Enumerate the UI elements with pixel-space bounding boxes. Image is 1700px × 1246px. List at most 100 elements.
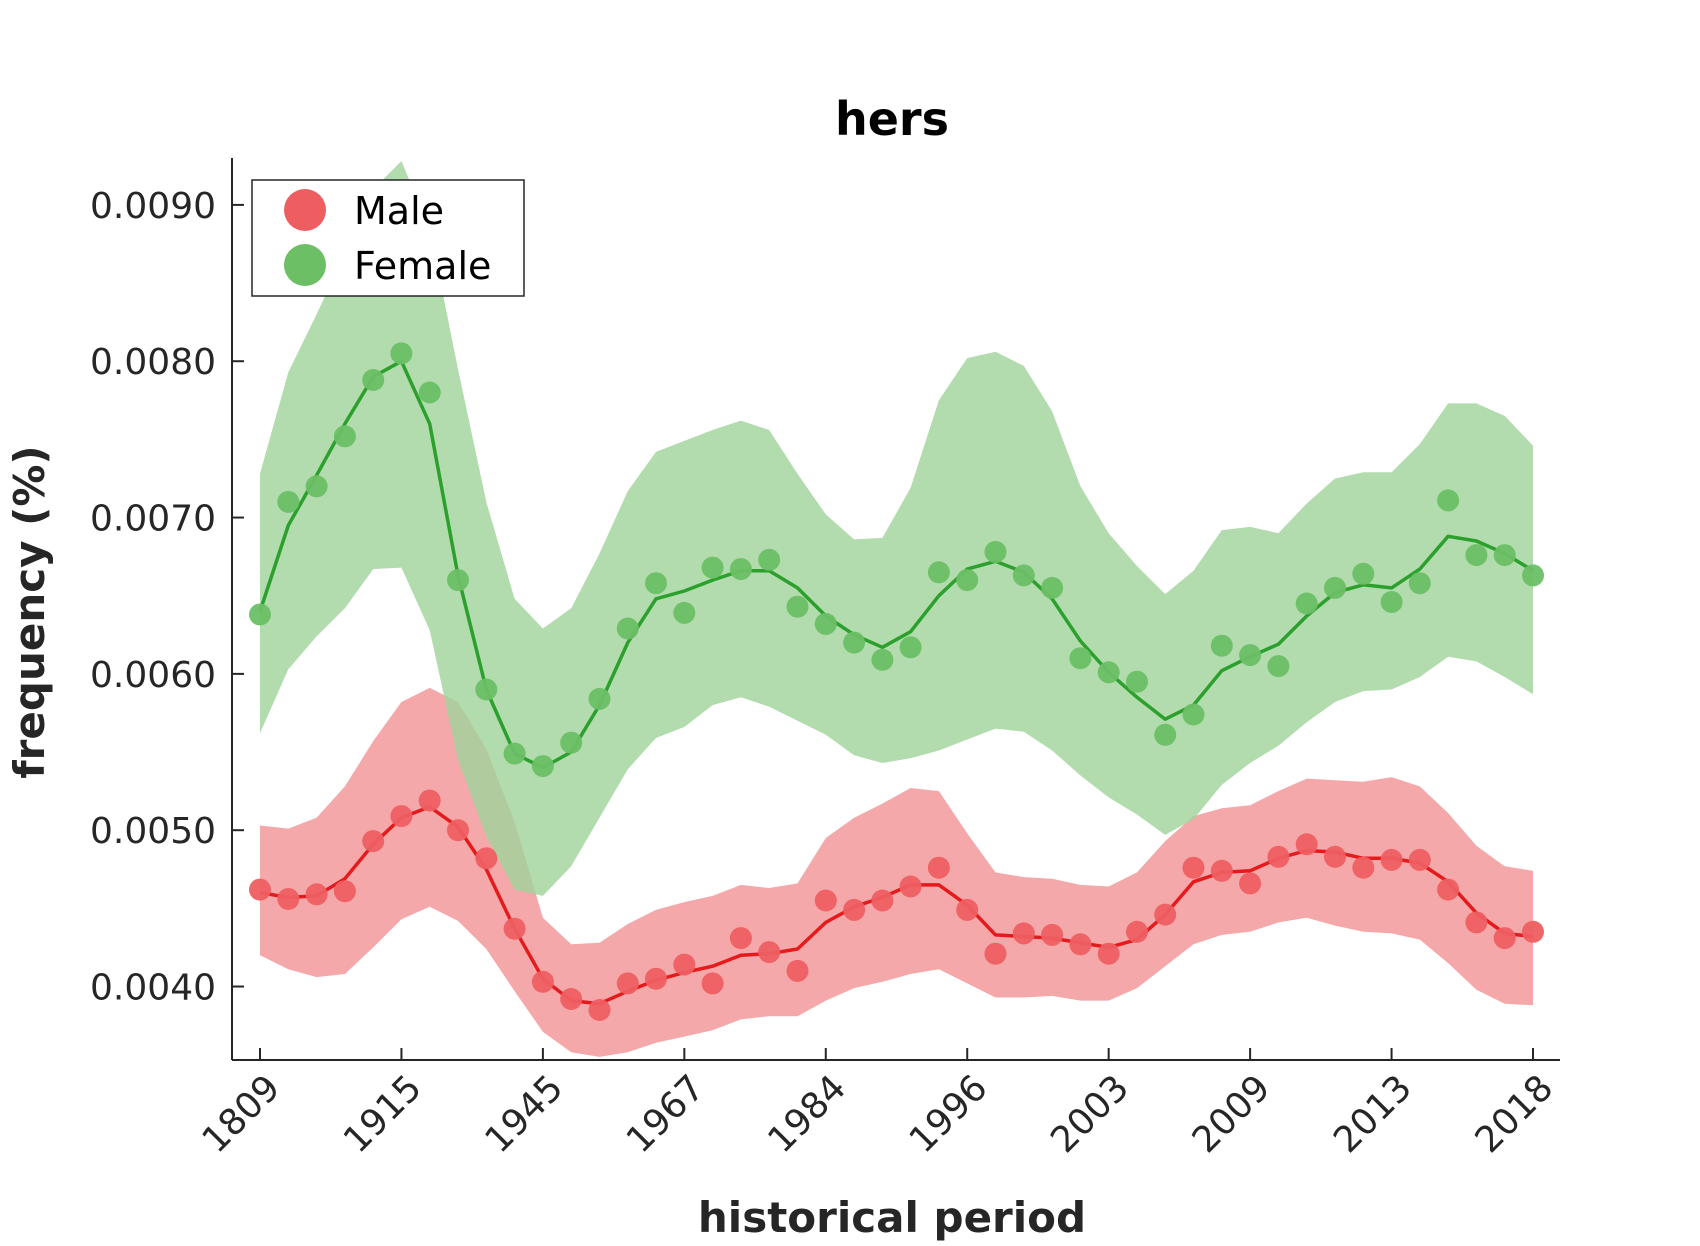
female-point bbox=[503, 742, 526, 765]
female-point bbox=[1154, 723, 1177, 746]
y-ticks: 0.0040 0.0050 0.0060 0.0070 0.0080 0.0090 bbox=[90, 186, 244, 1009]
male-point bbox=[1239, 872, 1262, 895]
male-point bbox=[531, 970, 554, 993]
female-point bbox=[1437, 489, 1460, 512]
male-point bbox=[1126, 920, 1148, 943]
male-point bbox=[1267, 845, 1290, 868]
x-tick-label: 1945 bbox=[477, 1067, 571, 1161]
y-tick-label: 0.0070 bbox=[90, 499, 216, 540]
male-point bbox=[1012, 922, 1035, 945]
female-point bbox=[1352, 562, 1375, 585]
female-point bbox=[1012, 564, 1035, 587]
female-point bbox=[1182, 703, 1205, 726]
legend-female-marker bbox=[284, 244, 326, 286]
male-point bbox=[1154, 903, 1177, 926]
female-point bbox=[1295, 592, 1318, 615]
female-point bbox=[616, 617, 639, 640]
male-point bbox=[475, 847, 498, 870]
x-tick-label: 2018 bbox=[1468, 1067, 1562, 1161]
x-tick-label: 1809 bbox=[195, 1067, 289, 1161]
male-point bbox=[1522, 920, 1544, 943]
male-point bbox=[786, 959, 809, 982]
male-point bbox=[1182, 856, 1205, 879]
male-point bbox=[673, 953, 696, 976]
female-point bbox=[475, 678, 498, 701]
female-point bbox=[1380, 591, 1403, 613]
male-point bbox=[645, 967, 667, 990]
male-point bbox=[729, 927, 752, 950]
male-point bbox=[305, 883, 328, 906]
female-point bbox=[843, 631, 866, 654]
female-point bbox=[333, 425, 356, 448]
male-point bbox=[390, 805, 413, 828]
female-point bbox=[305, 475, 328, 498]
x-tick-label: 1996 bbox=[902, 1067, 996, 1161]
y-tick-label: 0.0080 bbox=[90, 342, 216, 383]
female-point bbox=[447, 569, 469, 592]
female-point bbox=[362, 369, 385, 391]
female-point bbox=[786, 595, 809, 618]
female-point bbox=[390, 342, 413, 365]
male-point bbox=[616, 972, 639, 995]
male-point bbox=[843, 898, 866, 921]
female-point bbox=[1126, 670, 1148, 693]
male-point bbox=[1352, 856, 1375, 879]
female-point bbox=[927, 561, 950, 584]
female-point bbox=[984, 540, 1007, 563]
male-point bbox=[1210, 859, 1233, 882]
chart-title: hers bbox=[835, 92, 949, 146]
male-point bbox=[249, 878, 271, 901]
male-point bbox=[1408, 848, 1431, 871]
female-point bbox=[1465, 544, 1488, 567]
male-point bbox=[956, 898, 979, 921]
male-point bbox=[899, 875, 922, 898]
male-point bbox=[333, 880, 356, 903]
female-point bbox=[531, 755, 554, 778]
y-tick-label: 0.0090 bbox=[90, 186, 216, 227]
male-point bbox=[1041, 923, 1064, 946]
legend-female-label: Female bbox=[354, 244, 491, 288]
female-point bbox=[871, 648, 894, 671]
male-point bbox=[814, 889, 837, 912]
male-trend-line bbox=[259, 805, 1534, 1006]
x-tick-label: 2003 bbox=[1043, 1067, 1137, 1161]
legend: Male Female bbox=[251, 179, 525, 297]
male-point bbox=[927, 856, 950, 879]
male-point bbox=[984, 942, 1007, 965]
female-point bbox=[1069, 647, 1092, 670]
male-point bbox=[1295, 833, 1318, 856]
male-point bbox=[1437, 878, 1460, 901]
female-point bbox=[729, 558, 752, 581]
female-point bbox=[1522, 564, 1544, 587]
x-tick-label: 2013 bbox=[1326, 1067, 1420, 1161]
y-tick-label: 0.0050 bbox=[90, 811, 216, 852]
female-point bbox=[1324, 576, 1346, 599]
male-point bbox=[1380, 848, 1403, 871]
female-point bbox=[249, 603, 271, 626]
male-point bbox=[277, 888, 300, 910]
female-point bbox=[1097, 661, 1120, 684]
x-tick-label: 1915 bbox=[336, 1067, 430, 1161]
male-point bbox=[560, 988, 583, 1010]
data-markers bbox=[249, 342, 1544, 1021]
legend-male-label: Male bbox=[354, 189, 444, 233]
male-point bbox=[1324, 845, 1346, 868]
confidence-bands bbox=[260, 161, 1533, 1057]
male-point bbox=[362, 830, 385, 853]
female-point bbox=[1267, 655, 1290, 678]
male-point bbox=[588, 999, 611, 1021]
female-point bbox=[1041, 576, 1064, 599]
female-point bbox=[277, 490, 300, 513]
female-trend-line bbox=[258, 359, 1534, 770]
male-point bbox=[447, 819, 469, 842]
legend-male-marker bbox=[284, 189, 326, 231]
x-tick-label: 2009 bbox=[1185, 1067, 1279, 1161]
trend-lines bbox=[258, 359, 1534, 1006]
female-point bbox=[701, 556, 724, 579]
x-tick-label: 1967 bbox=[619, 1067, 713, 1161]
male-point bbox=[1069, 933, 1092, 956]
male-point bbox=[418, 789, 441, 812]
y-tick-label: 0.0040 bbox=[90, 968, 216, 1009]
female-point bbox=[758, 548, 781, 571]
